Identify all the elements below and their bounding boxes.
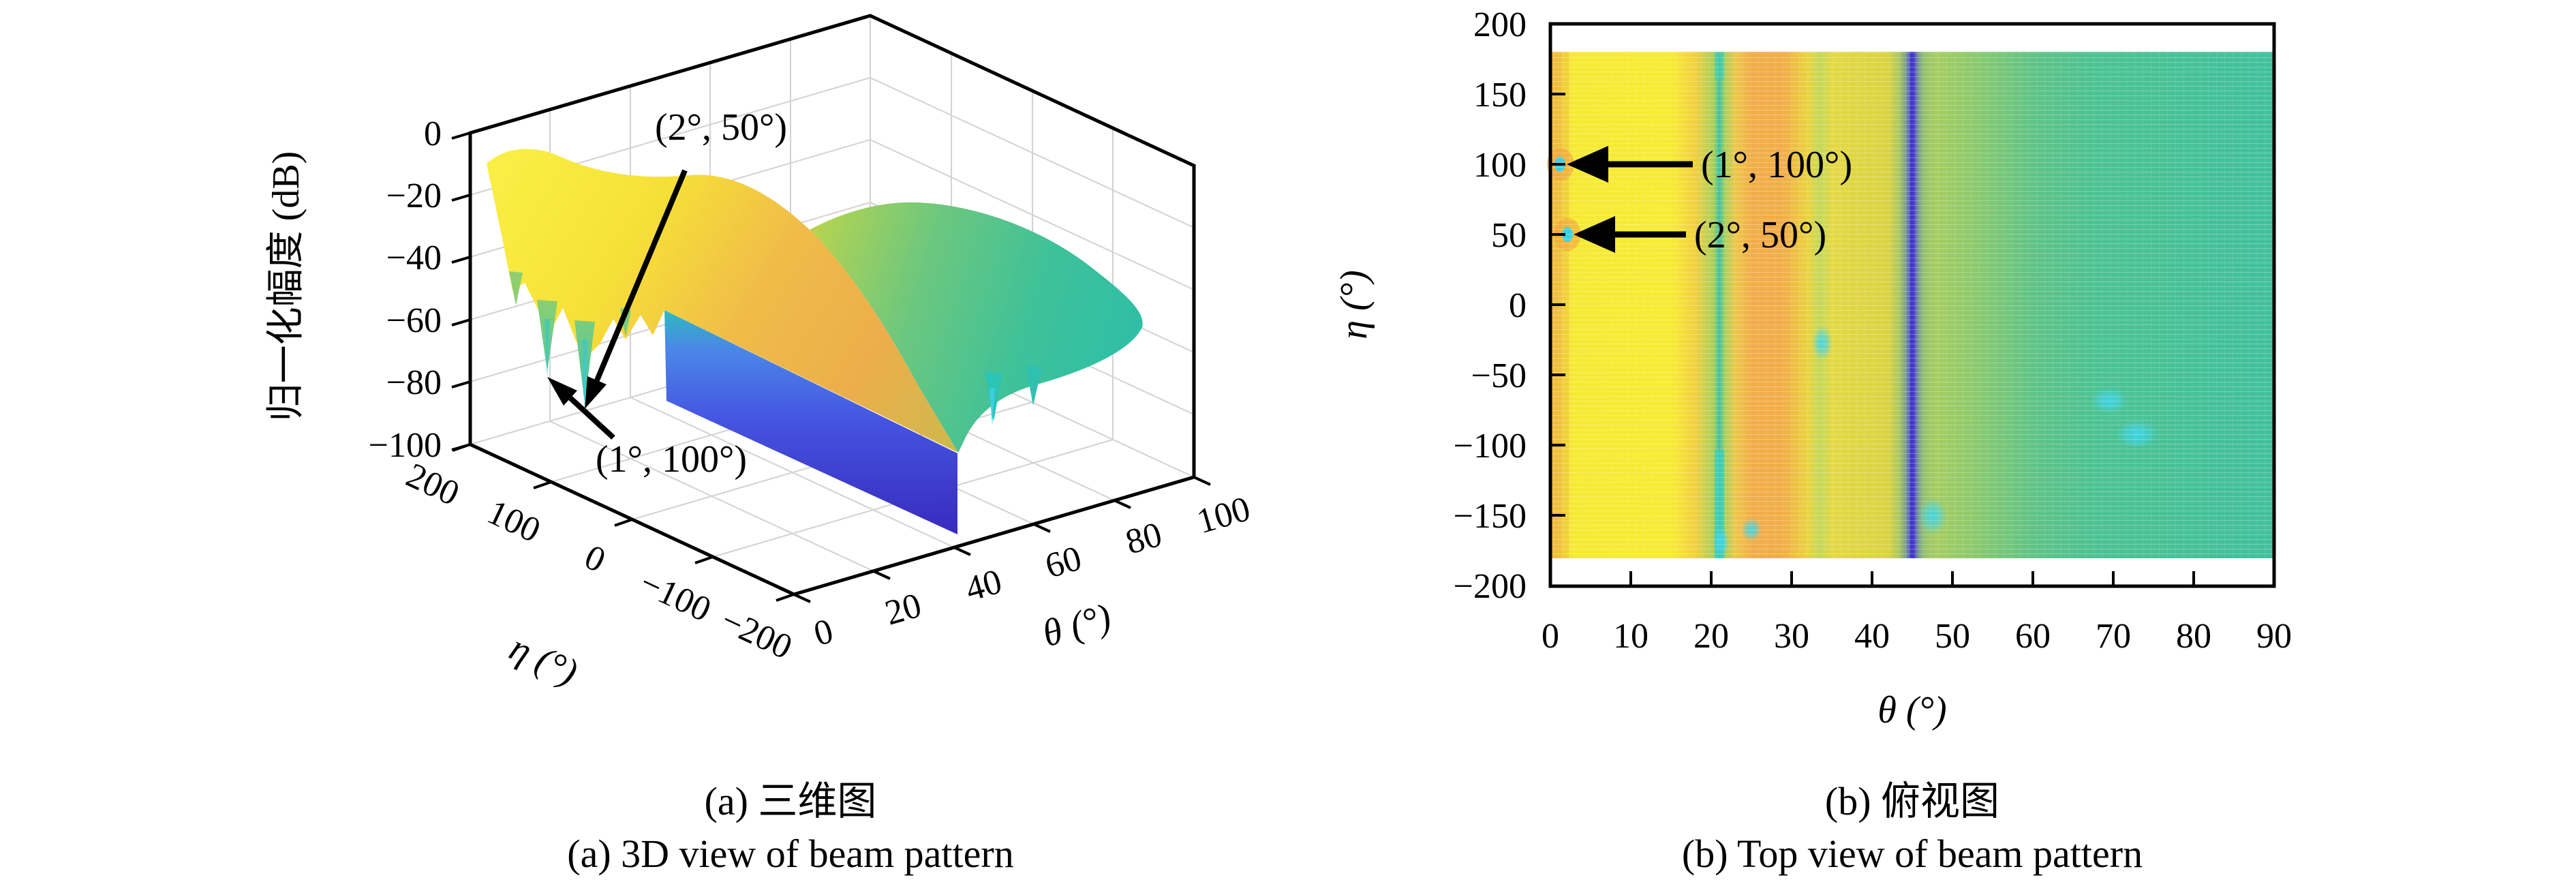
- surface-yellow-sheet: [487, 149, 958, 453]
- theta-axis-label-3d: θ (°): [1038, 596, 1116, 655]
- tick-label: −80: [386, 363, 442, 402]
- surface-green-sheet: [810, 202, 1143, 453]
- tick-label: −60: [386, 301, 442, 340]
- surface-null-wall: [664, 310, 957, 534]
- tick-label: 0: [424, 115, 442, 153]
- annotation-label: (2°, 50°): [1694, 214, 1826, 256]
- tick-label: −40: [386, 239, 442, 277]
- tick-label: −100: [634, 564, 716, 630]
- tick-label: 0: [1542, 617, 1559, 656]
- arrowhead-icon: [547, 377, 577, 406]
- tick-label: −20: [386, 177, 442, 215]
- tick-label: 30: [1774, 617, 1809, 656]
- tick-label: 0: [1509, 286, 1527, 325]
- tick-label: 0: [810, 611, 838, 654]
- annotation-null-1-100-3d: (1°, 100°): [547, 377, 747, 481]
- caption-a-zh: (a) 三维图: [705, 779, 877, 823]
- arrowhead-icon: [1567, 146, 1608, 183]
- theta-axis-label-heatmap: θ (°): [1877, 689, 1946, 731]
- caption-b-zh: (b) 俯视图: [1825, 779, 1999, 823]
- tick-label: −100: [369, 426, 442, 465]
- annotation-null-1-100-heatmap: (1°, 100°): [1567, 144, 1852, 186]
- arrowhead-icon: [1574, 216, 1615, 253]
- null-needle-1-100: [545, 319, 550, 377]
- tick-label: 60: [2015, 617, 2051, 656]
- tick-label: 60: [1041, 539, 1086, 586]
- caption-b-en: (b) Top view of beam pattern: [1682, 832, 2143, 876]
- ticks-heatmap: [1550, 93, 2195, 586]
- tick-label: 20: [1693, 617, 1729, 656]
- tick-label: 150: [1473, 76, 1527, 115]
- tick-label: 40: [962, 562, 1007, 609]
- tick-label: −50: [1471, 356, 1527, 395]
- tick-label: 50: [1491, 216, 1527, 255]
- ticks-3d: [451, 132, 1211, 603]
- tick-label: 40: [1854, 617, 1890, 656]
- surface-teal-dips: [985, 365, 1042, 425]
- tick-label: 100: [1473, 146, 1527, 185]
- annotation-label: (1°, 100°): [596, 438, 747, 481]
- heatmap-data: [1547, 52, 2274, 558]
- tick-label: −100: [1454, 427, 1527, 466]
- tick-label: −150: [1454, 497, 1527, 536]
- null-needle-2-50: [582, 339, 587, 410]
- tick-label: −200: [715, 601, 797, 667]
- annotation-null-2-50-heatmap: (2°, 50°): [1574, 214, 1826, 256]
- tick-label: 200: [1473, 5, 1527, 44]
- panel-a-3d-plot: 0 −20 −40 −60 −80 −100 200 100 0 −100 −2…: [265, 14, 1255, 876]
- tick-label: 80: [2176, 617, 2211, 656]
- caption-a-en: (a) 3D view of beam pattern: [567, 832, 1013, 876]
- tick-label: 0: [579, 538, 611, 581]
- arrowhead-icon: [585, 376, 607, 409]
- tick-label: 10: [1613, 617, 1649, 656]
- tick-label: 50: [1935, 617, 1970, 656]
- panel-b-heatmap: 200 150 100 50 0 −50 −100 −150 −200 0 10…: [1333, 5, 2292, 876]
- tick-label: −200: [1454, 567, 1527, 606]
- tick-label: 80: [1122, 515, 1167, 562]
- z-axis-label: 归一化幅度 (dB): [265, 151, 307, 422]
- tick-label: 70: [2096, 617, 2131, 656]
- eta-axis-label-heatmap: η (°): [1333, 270, 1375, 339]
- tick-label: 90: [2256, 617, 2292, 656]
- annotation-label: (1°, 100°): [1701, 144, 1852, 186]
- tick-label: 100: [1193, 489, 1255, 541]
- tick-label: 100: [482, 493, 547, 551]
- annotation-label: (2°, 50°): [655, 106, 787, 149]
- eta-axis-label-3d: η (°): [504, 626, 584, 694]
- tick-label: 20: [881, 586, 926, 633]
- annotation-null-2-50-3d: (2°, 50°): [585, 106, 787, 409]
